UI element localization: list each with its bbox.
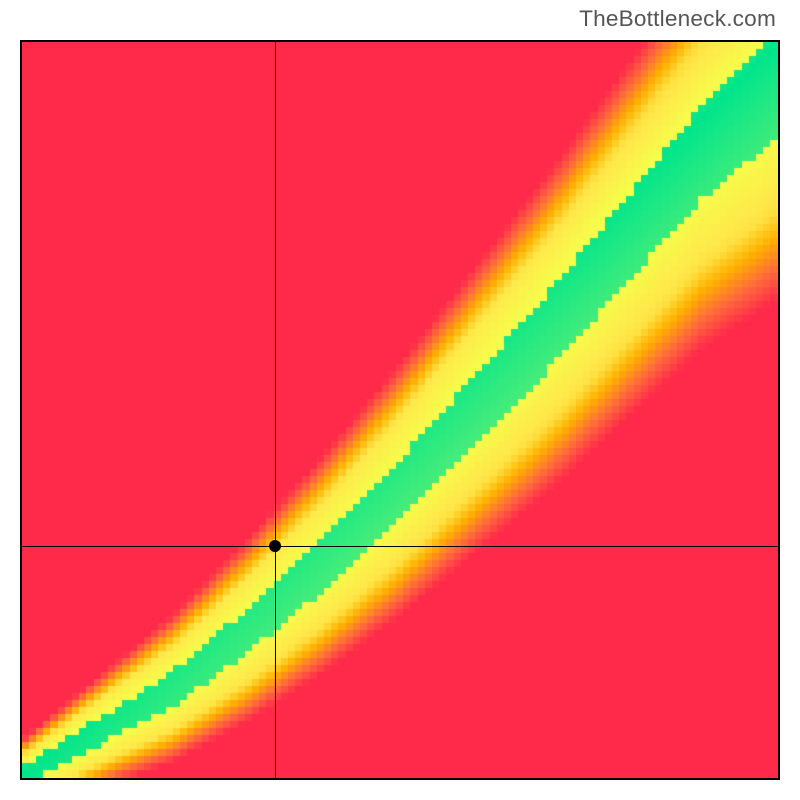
crosshair-marker [269, 540, 281, 552]
crosshair-vertical [275, 42, 276, 778]
crosshair-horizontal [22, 546, 778, 547]
heatmap-canvas [22, 42, 778, 778]
watermark-text: TheBottleneck.com [579, 6, 776, 32]
bottleneck-heatmap [20, 40, 780, 780]
